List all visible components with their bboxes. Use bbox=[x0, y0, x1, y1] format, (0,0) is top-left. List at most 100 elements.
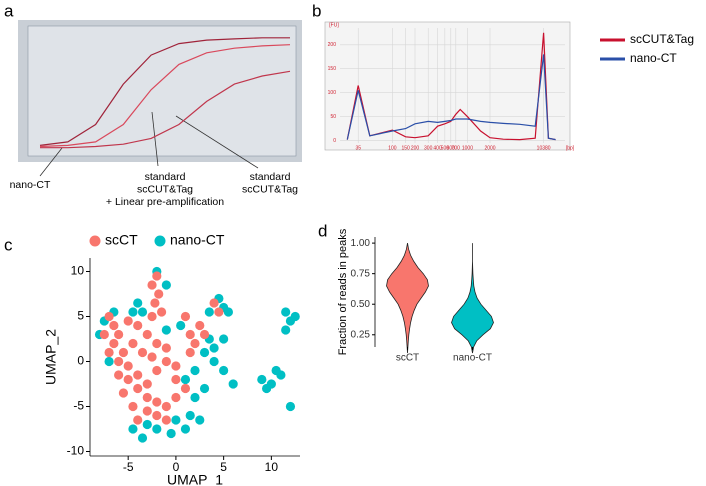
point bbox=[261, 383, 272, 394]
electropherogram-area bbox=[324, 21, 571, 151]
x-tick-label: 150 bbox=[401, 145, 410, 151]
x-tick-label: 400 bbox=[433, 145, 442, 151]
x-tick-label: 500 bbox=[441, 145, 450, 151]
point bbox=[123, 316, 133, 326]
x-tick-label: 10 bbox=[265, 460, 279, 474]
point bbox=[114, 329, 124, 340]
point bbox=[161, 343, 171, 353]
point bbox=[171, 374, 181, 385]
point bbox=[114, 356, 124, 367]
series-line bbox=[39, 44, 291, 148]
point bbox=[137, 433, 148, 443]
y-tick-label: -5 bbox=[73, 399, 84, 413]
x-tick-label: -5 bbox=[123, 460, 134, 474]
x-tick-label: 10380 bbox=[537, 145, 551, 151]
y-tick-label: 0 bbox=[333, 138, 336, 144]
y-tick-label: 0.25 bbox=[351, 329, 371, 340]
point bbox=[185, 329, 195, 340]
x-axis-label: UMAP_1 bbox=[167, 472, 223, 486]
point bbox=[123, 361, 133, 371]
x-axis-label: [bp] bbox=[566, 145, 575, 151]
point bbox=[180, 424, 191, 434]
point bbox=[128, 424, 138, 434]
y-axis-label: Fraction of reads in peaks bbox=[337, 228, 349, 355]
point bbox=[176, 320, 186, 331]
point bbox=[195, 415, 205, 425]
point bbox=[147, 352, 157, 362]
point bbox=[199, 329, 210, 340]
annotation: nano-CT bbox=[10, 179, 51, 191]
point bbox=[156, 307, 167, 317]
legend-swatch bbox=[154, 235, 166, 247]
x-tick-label: 700 bbox=[452, 145, 461, 151]
x-tick-label: 100 bbox=[388, 145, 397, 151]
point bbox=[152, 338, 162, 349]
panel-letter: d bbox=[318, 221, 327, 240]
annotation: standard bbox=[145, 171, 186, 183]
point bbox=[154, 289, 164, 299]
point bbox=[133, 298, 143, 308]
point bbox=[199, 347, 210, 358]
y-tick-label: -10 bbox=[67, 444, 85, 458]
x-tick-label: scCT bbox=[396, 353, 419, 364]
point bbox=[214, 307, 224, 317]
point bbox=[219, 365, 229, 376]
point bbox=[161, 401, 171, 412]
leader-lines bbox=[39, 111, 259, 177]
point bbox=[271, 365, 281, 376]
point bbox=[142, 329, 152, 340]
point bbox=[180, 311, 191, 322]
x-tick-label: 35 bbox=[355, 145, 361, 151]
point bbox=[109, 338, 119, 349]
point bbox=[161, 325, 171, 335]
x-tick-label: 300 bbox=[424, 145, 433, 151]
point bbox=[118, 347, 129, 358]
point bbox=[204, 307, 214, 317]
point bbox=[285, 401, 296, 412]
point bbox=[109, 320, 119, 331]
annotation: scCUT&Tag bbox=[137, 183, 193, 195]
point bbox=[219, 334, 229, 344]
y-tick-label: 0 bbox=[77, 354, 84, 368]
series-line bbox=[346, 54, 556, 141]
x-tick-label: 1000 bbox=[462, 145, 473, 151]
y-tick-label: 150 bbox=[328, 66, 337, 72]
leader-line bbox=[175, 115, 259, 169]
y-tick-label: 100 bbox=[328, 90, 337, 96]
point bbox=[152, 271, 162, 281]
violin bbox=[451, 243, 494, 354]
y-tick-label: 1.00 bbox=[351, 238, 371, 249]
legend-label: nano-CT bbox=[170, 232, 225, 248]
point bbox=[190, 338, 200, 349]
point bbox=[152, 365, 162, 376]
point bbox=[190, 365, 200, 376]
point bbox=[161, 280, 171, 290]
leader-line bbox=[151, 111, 159, 167]
y-tick-label: 10 bbox=[71, 264, 85, 278]
point bbox=[142, 406, 152, 416]
y-tick-label: 0.75 bbox=[351, 268, 371, 279]
point bbox=[185, 347, 195, 358]
panel-letter: c bbox=[4, 235, 13, 254]
point bbox=[161, 415, 171, 425]
point bbox=[171, 392, 181, 403]
legend-label: scCUT&Tag bbox=[630, 32, 694, 46]
point bbox=[223, 307, 234, 317]
point bbox=[137, 307, 148, 317]
point bbox=[133, 320, 143, 331]
point bbox=[147, 311, 157, 322]
point bbox=[99, 329, 109, 340]
point bbox=[257, 374, 267, 385]
x-tick-label: 200 bbox=[411, 145, 420, 151]
x-tick-label: 600 bbox=[447, 145, 456, 151]
x-tick-label: 5 bbox=[220, 460, 227, 474]
point bbox=[114, 370, 124, 380]
point bbox=[209, 298, 219, 308]
panel-letter: a bbox=[4, 1, 14, 20]
point bbox=[128, 401, 138, 412]
point bbox=[142, 392, 152, 403]
point bbox=[137, 347, 148, 358]
point bbox=[290, 311, 300, 322]
legend-swatch bbox=[89, 235, 101, 247]
